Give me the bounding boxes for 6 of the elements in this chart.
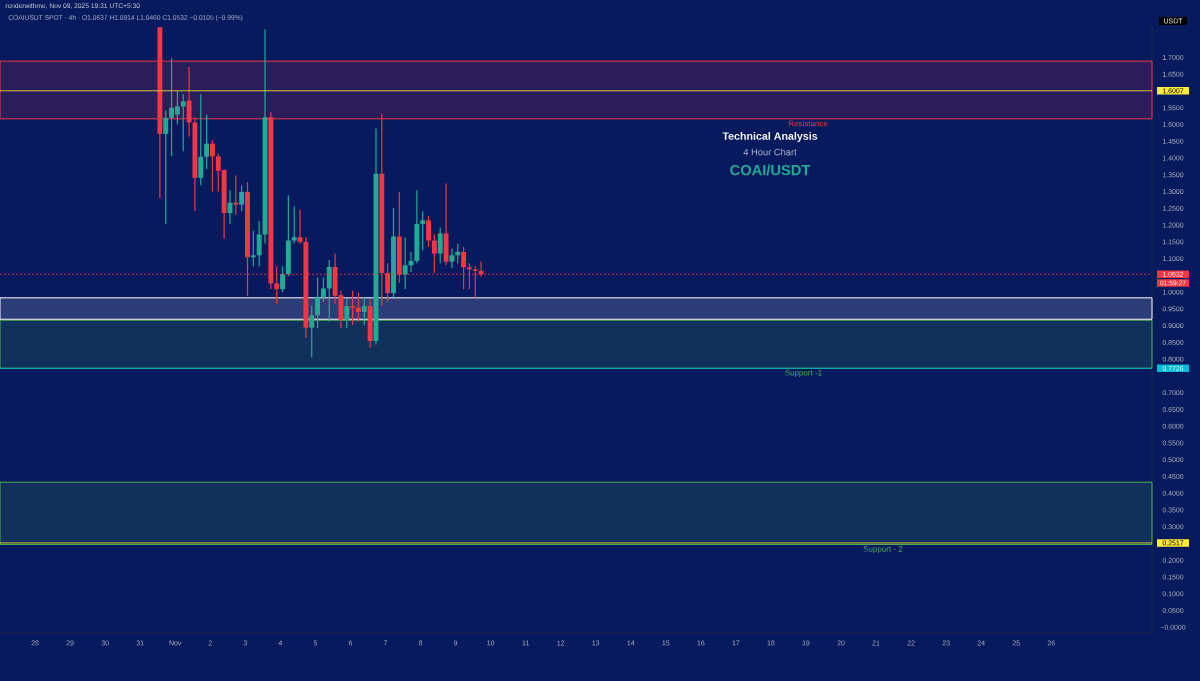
text: Technical Analysis (722, 132, 818, 142)
band-label: Support -1 (785, 369, 822, 378)
band-label: Resistance (788, 120, 828, 127)
text: 4 Hour Chart (743, 148, 797, 156)
annotation: COAI/USDT (730, 164, 811, 176)
band-label: Support - 2 (863, 546, 903, 554)
